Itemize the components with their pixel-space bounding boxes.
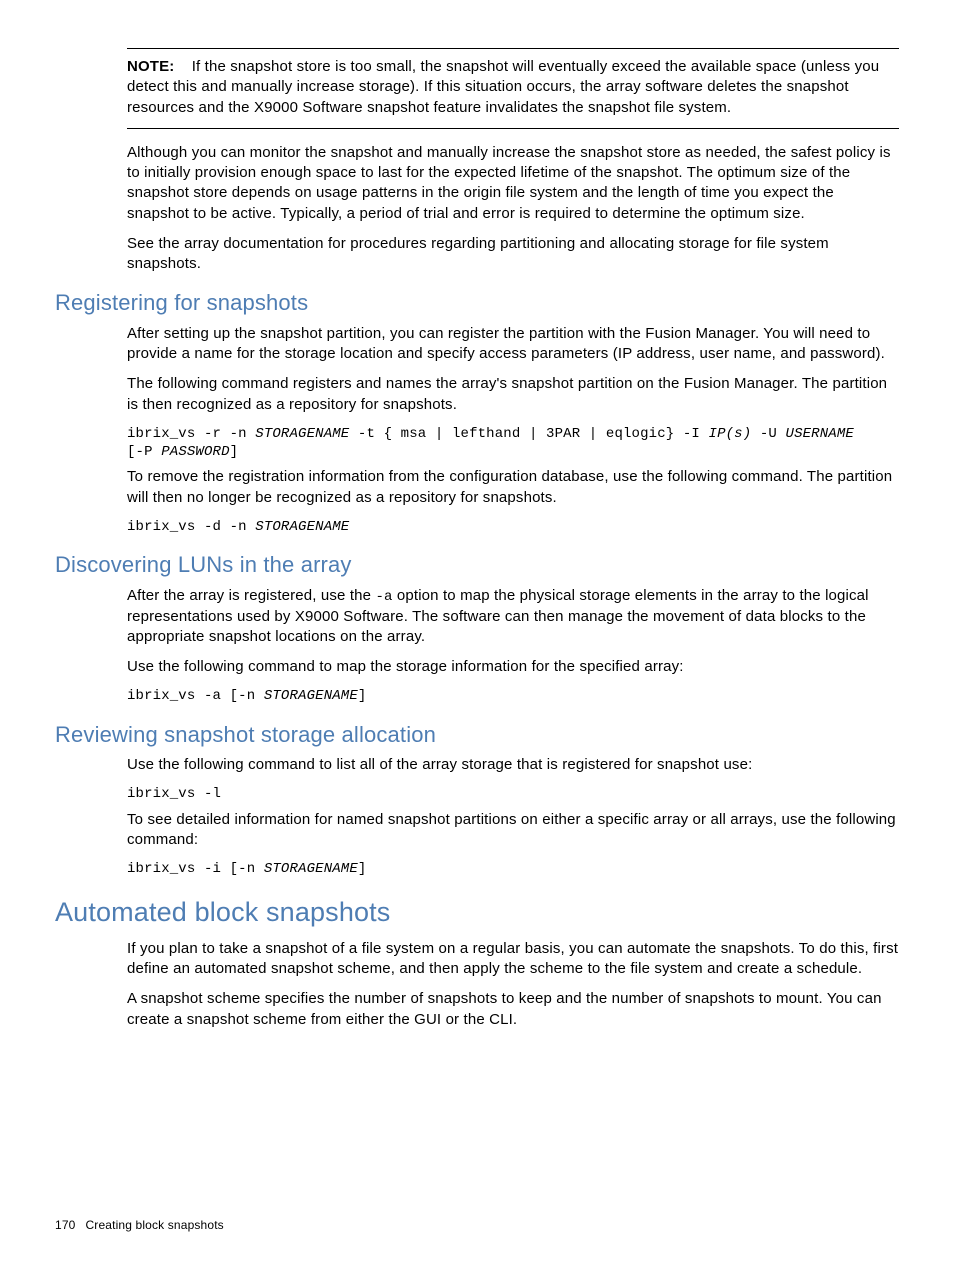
reg-cmd2: ibrix_vs -d -n STORAGENAME: [127, 518, 899, 536]
text-span: After the array is registered, use the: [127, 587, 375, 604]
code-text: ibrix_vs -a [-n: [127, 688, 264, 704]
code-text: ]: [230, 444, 239, 460]
code-var: STORAGENAME: [255, 519, 349, 535]
para-seedocs: See the array documentation for procedur…: [127, 234, 899, 275]
code-text: -U: [751, 426, 785, 442]
rev-p1: Use the following command to list all of…: [127, 755, 899, 775]
code-var: STORAGENAME: [255, 426, 349, 442]
page-content: NOTE: If the snapshot store is too small…: [0, 0, 954, 1030]
reg-p1: After setting up the snapshot partition,…: [127, 324, 899, 365]
note-box: NOTE: If the snapshot store is too small…: [127, 48, 899, 129]
reg-cmd1: ibrix_vs -r -n STORAGENAME -t { msa | le…: [127, 425, 899, 461]
code-var: PASSWORD: [161, 444, 229, 460]
reg-p2: The following command registers and name…: [127, 374, 899, 415]
code-text: ibrix_vs -r -n: [127, 426, 255, 442]
reg-p3: To remove the registration information f…: [127, 467, 899, 508]
disc-p2: Use the following command to map the sto…: [127, 657, 899, 677]
code-text: ibrix_vs -d -n: [127, 519, 255, 535]
heading-reviewing: Reviewing snapshot storage allocation: [55, 720, 899, 750]
disc-p1: After the array is registered, use the -…: [127, 586, 899, 647]
page-number: 170: [55, 1218, 75, 1232]
para-monitor: Although you can monitor the snapshot an…: [127, 143, 899, 224]
code-var: STORAGENAME: [264, 688, 358, 704]
code-var: STORAGENAME: [264, 861, 358, 877]
rev-cmd1: ibrix_vs -l: [127, 785, 899, 803]
code-text: [-P: [127, 444, 161, 460]
page-footer: 170 Creating block snapshots: [55, 1217, 224, 1233]
note-label: NOTE:: [127, 58, 174, 75]
inline-code: -a: [375, 589, 392, 605]
code-text: -t { msa | lefthand | 3PAR | eqlogic} -I: [349, 426, 708, 442]
code-var: IP(s): [709, 426, 752, 442]
disc-cmd: ibrix_vs -a [-n STORAGENAME]: [127, 687, 899, 705]
heading-registering: Registering for snapshots: [55, 288, 899, 318]
rev-cmd2: ibrix_vs -i [-n STORAGENAME]: [127, 860, 899, 878]
heading-automated: Automated block snapshots: [55, 894, 899, 930]
note-text: If the snapshot store is too small, the …: [127, 58, 879, 116]
auto-p2: A snapshot scheme specifies the number o…: [127, 989, 899, 1030]
footer-title: Creating block snapshots: [85, 1218, 223, 1232]
heading-discovering: Discovering LUNs in the array: [55, 550, 899, 580]
code-text: ]: [358, 861, 367, 877]
rev-p2: To see detailed information for named sn…: [127, 810, 899, 851]
code-text: ibrix_vs -i [-n: [127, 861, 264, 877]
code-var: USERNAME: [786, 426, 854, 442]
auto-p1: If you plan to take a snapshot of a file…: [127, 939, 899, 980]
code-text: ]: [358, 688, 367, 704]
